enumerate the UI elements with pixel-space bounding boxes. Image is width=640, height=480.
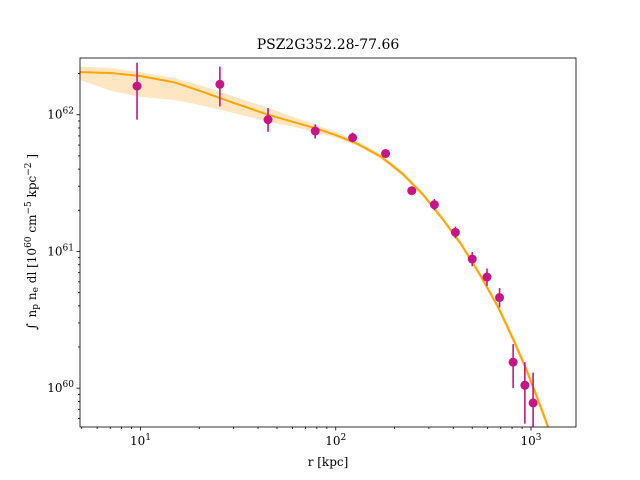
data-point [482,268,492,286]
data-point [495,288,505,308]
point-marker [348,133,358,143]
point-marker [215,79,225,89]
x-axis-label: r [kpc] [308,455,349,469]
point-marker [407,186,417,196]
y-tick-label: 1062 [47,107,74,122]
y-tick-label: 1060 [47,380,74,395]
plot-area [80,62,550,427]
data-points [132,62,538,427]
chart-title: PSZ2G352.28-77.66 [257,37,400,53]
data-point [263,108,273,132]
point-marker [467,254,477,264]
data-point [215,66,225,107]
point-marker [132,81,142,91]
data-point [467,252,477,267]
data-point [450,226,460,239]
data-point [407,186,417,196]
x-tick-label: 102 [325,433,346,448]
data-point [132,62,142,120]
point-marker [263,115,273,125]
x-tick-label: 101 [130,433,151,448]
plot-background [80,58,576,427]
point-marker [520,380,530,390]
model-line [80,71,550,427]
point-marker [508,357,518,367]
point-marker [482,272,492,282]
axis-ticks: 101 102 103 1060 1061 1062 [47,73,542,448]
point-marker [450,227,460,237]
data-point [508,344,518,389]
point-marker [429,200,439,210]
data-point [381,149,391,159]
data-point [348,132,358,143]
point-marker [528,398,538,408]
point-marker [495,293,505,303]
y-axis-label: ∫ np ne dl [1060 cm−5 kpc−2 ] [20,154,41,330]
point-marker [381,149,391,159]
data-point [429,198,439,211]
data-point [310,124,320,139]
point-marker [310,126,320,136]
data-point [528,372,538,427]
x-tick-label: 103 [520,433,541,448]
y-tick-label: 1061 [47,243,74,258]
plot-frame [79,57,577,428]
data-point [520,362,530,424]
